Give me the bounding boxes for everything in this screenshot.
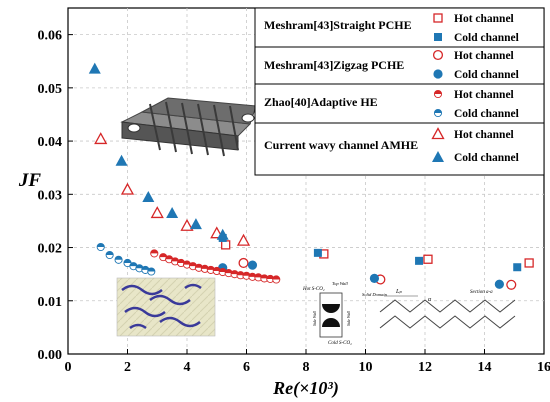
data-point — [216, 228, 229, 240]
data-point — [150, 249, 159, 258]
data-point — [180, 218, 194, 231]
legend-title-zigzag: Meshram[43]Zigzag PCHE — [264, 58, 404, 72]
x-tick-label: 12 — [418, 360, 432, 375]
legend-marker — [432, 49, 444, 61]
axis-ticks: 0 2 4 6 8 10 12 14 16 0.00 0.01 0.02 0.03 0.04 0.05 0.0… — [38, 29, 550, 375]
y-axis-label: JF — [18, 170, 42, 191]
data-point — [236, 233, 251, 246]
data-point — [150, 206, 164, 219]
inset-alpha-label: α — [428, 297, 432, 303]
legend-box — [254, 7, 545, 176]
x-tick-label: 6 — [243, 360, 250, 375]
x-axis-label: Re(×10³) — [272, 378, 339, 399]
x-tick-label: 8 — [303, 360, 310, 375]
legend-title-straight: Meshram[43]Straight PCHE — [264, 18, 412, 32]
data-point — [254, 273, 263, 282]
data-point — [524, 258, 534, 268]
legend-label-adaptive-cold: Cold channel — [454, 108, 519, 120]
data-point — [272, 275, 281, 284]
data-point — [513, 263, 522, 272]
legend-label-straight-hot: Hot channel — [454, 13, 514, 25]
legend-label-straight-cold: Cold channel — [454, 32, 519, 44]
x-tick-label: 14 — [478, 360, 492, 375]
legend-marker — [433, 108, 443, 118]
data-point — [166, 206, 179, 218]
data-point — [177, 258, 186, 268]
legend-label-wavy-hot: Hot channel — [454, 129, 514, 141]
inset-side-wall-right-label: Side Wall — [346, 310, 351, 326]
x-tick-label: 10 — [359, 360, 373, 375]
inset-hot-label: Hot S-CO₂ — [302, 287, 325, 292]
inset-heat-exchanger-image — [120, 97, 257, 157]
data-point — [415, 256, 424, 265]
data-point — [171, 257, 180, 266]
data-point — [142, 190, 155, 202]
y-tick-label: 0.06 — [38, 29, 63, 44]
data-point — [369, 273, 380, 284]
data-point — [212, 266, 221, 276]
data-point — [88, 62, 101, 74]
inset-cold-label: Cold S-CO₂ — [328, 341, 352, 346]
data-point — [423, 254, 433, 264]
x-tick-label: 16 — [537, 360, 550, 375]
data-point — [218, 267, 227, 277]
data-point — [230, 270, 239, 279]
data-point — [242, 271, 251, 280]
legend-label-zigzag-hot: Hot channel — [454, 50, 514, 62]
legend-markers — [431, 13, 445, 162]
data-point — [313, 248, 322, 257]
data-point — [129, 262, 138, 271]
y-tick-label: 0.01 — [38, 295, 63, 310]
x-tick-label: 4 — [184, 360, 191, 375]
data-point — [189, 218, 202, 230]
inset-side-wall-left-label: Side Wall — [312, 310, 317, 326]
y-tick-label: 0.04 — [38, 135, 63, 150]
data-point — [115, 154, 128, 166]
inset-channel-section: Hot S-CO₂ Top Wall Solid Domain Side Wal… — [302, 281, 516, 346]
data-point — [247, 260, 258, 270]
legend-marker — [432, 151, 444, 162]
legend-label-zigzag-cold: Cold channel — [454, 69, 519, 81]
y-tick-label: 0.03 — [38, 188, 63, 203]
data-point — [224, 269, 233, 278]
legend-marker — [433, 89, 443, 99]
x-tick-label: 0 — [65, 360, 72, 375]
legend-marker — [431, 127, 445, 140]
inset-section-label: Section a-a — [470, 290, 493, 295]
data-point — [147, 267, 156, 276]
data-point — [221, 240, 231, 250]
data-point — [494, 279, 504, 289]
data-point — [120, 182, 135, 195]
legend-label-adaptive-hot: Hot channel — [454, 89, 514, 101]
inset-texture-image — [116, 277, 216, 337]
data-point — [506, 279, 517, 290]
data-point — [194, 263, 203, 272]
inset-length-label: Lₚ — [395, 289, 402, 295]
inset-solid-label: Solid Domain — [362, 292, 388, 297]
legend-marker — [434, 33, 442, 41]
data-point — [248, 272, 257, 281]
data-point — [94, 132, 108, 145]
legend-title-adaptive: Zhao[40]Adaptive HE — [264, 95, 378, 109]
legend-marker — [433, 69, 443, 79]
y-tick-label: 0.00 — [38, 348, 63, 363]
data-point — [105, 250, 114, 260]
y-tick-label: 0.02 — [38, 242, 63, 257]
legend-label-wavy-cold: Cold channel — [454, 152, 519, 164]
inset-top-wall-label: Top Wall — [332, 281, 349, 286]
data-points — [88, 62, 534, 290]
data-point — [114, 255, 123, 264]
x-tick-label: 2 — [124, 360, 131, 375]
legend-title-wavy: Current wavy channel AMHE — [264, 138, 418, 152]
data-point — [238, 257, 249, 269]
data-point — [206, 265, 215, 274]
data-point — [96, 242, 105, 252]
legend-marker — [433, 13, 443, 23]
legend: Meshram[43]Straight PCHE Meshram[43]Zigz… — [254, 7, 545, 176]
y-tick-label: 0.05 — [38, 82, 63, 97]
